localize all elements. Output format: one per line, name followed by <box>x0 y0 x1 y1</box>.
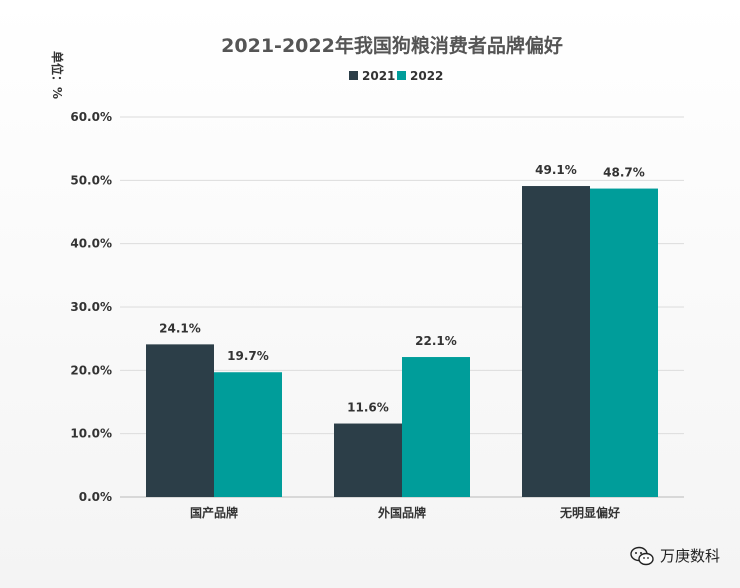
watermark: 万庚数科 <box>630 545 720 566</box>
y-tick-label: 50.0% <box>70 173 112 187</box>
watermark-text: 万庚数科 <box>659 547 720 565</box>
y-tick-label: 20.0% <box>70 363 112 377</box>
legend-swatch-2022 <box>397 71 406 80</box>
legend: 2021 2022 <box>349 69 443 83</box>
y-tick-label: 10.0% <box>70 427 112 441</box>
value-label-2022-0: 19.7% <box>227 349 269 363</box>
legend-swatch-2021 <box>349 71 358 80</box>
chart-title: 2021-2022年我国狗粮消费者品牌偏好 <box>221 34 563 57</box>
value-label-2022-1: 22.1% <box>415 334 457 348</box>
bar-2021-1 <box>334 423 402 497</box>
y-tick-label: 30.0% <box>70 300 112 314</box>
bar-2022-1 <box>402 357 470 497</box>
bar-2022-2 <box>590 188 658 498</box>
unit-label: 单位：% <box>50 51 65 99</box>
legend-label-2021: 2021 <box>362 69 395 83</box>
x-axis-ticks: 国产品牌 外国品牌 无明显偏好 <box>190 505 620 520</box>
x-tick-label: 国产品牌 <box>190 505 238 520</box>
x-tick-label: 外国品牌 <box>378 505 426 520</box>
y-axis-ticks: 0.0% 10.0% 20.0% 30.0% 40.0% 50.0% 60.0% <box>70 110 112 504</box>
x-tick-label: 无明显偏好 <box>559 505 620 520</box>
value-label-2022-2: 48.7% <box>603 166 645 180</box>
bar-2021-2 <box>522 186 590 498</box>
value-label-2021-2: 49.1% <box>535 163 577 177</box>
y-tick-label: 40.0% <box>70 237 112 251</box>
bar-2022-0 <box>214 372 282 497</box>
value-labels: 24.1% 19.7% 11.6% 22.1% 49.1% 48.7% <box>159 163 645 414</box>
value-label-2021-0: 24.1% <box>159 321 201 335</box>
y-tick-label: 0.0% <box>79 490 112 504</box>
wechat-icon <box>630 546 654 565</box>
value-label-2021-1: 11.6% <box>347 401 389 415</box>
legend-label-2022: 2022 <box>410 69 443 83</box>
bars <box>146 186 658 498</box>
bar-2021-0 <box>146 344 214 497</box>
y-tick-label: 60.0% <box>70 110 112 124</box>
